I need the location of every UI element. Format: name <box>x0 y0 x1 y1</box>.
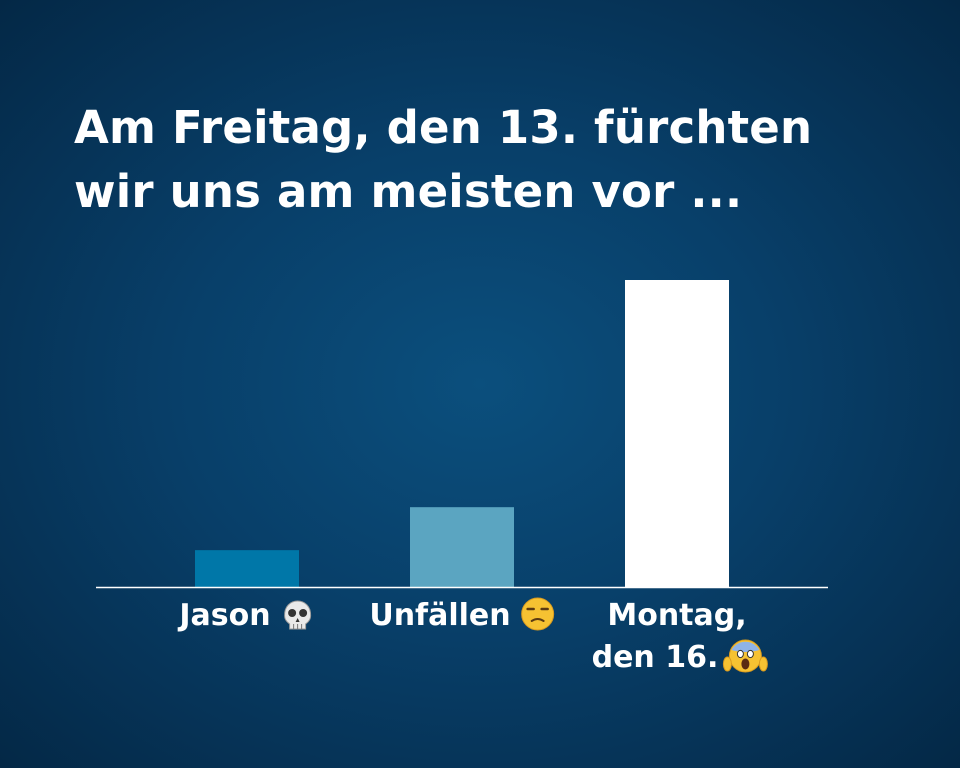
unamused-face-emoji-icon <box>521 597 555 631</box>
skull-emoji-icon <box>284 600 312 630</box>
chart-title: Am Freitag, den 13. fürchten wir uns am … <box>74 96 894 224</box>
tick-label-group-2: Unfällen <box>369 597 555 633</box>
bar-3 <box>625 280 729 587</box>
bar-1 <box>195 550 299 587</box>
tick-label-3-line-1: Montag, <box>607 598 746 633</box>
tick-label-group-1: Jason <box>177 598 312 633</box>
tick-label-3-line-2: den 16. <box>592 640 719 675</box>
tick-label-1-line-1: Jason <box>177 598 270 633</box>
bar-2 <box>410 507 514 587</box>
chart-title-line-2: wir uns am meisten vor ... <box>74 165 743 218</box>
chart-title-line-1: Am Freitag, den 13. fürchten <box>74 101 813 154</box>
tick-label-2-line-1: Unfällen <box>369 598 510 633</box>
screaming-face-emoji-icon <box>722 639 768 673</box>
tick-label-group-3: Montag, den 16. <box>592 598 768 675</box>
